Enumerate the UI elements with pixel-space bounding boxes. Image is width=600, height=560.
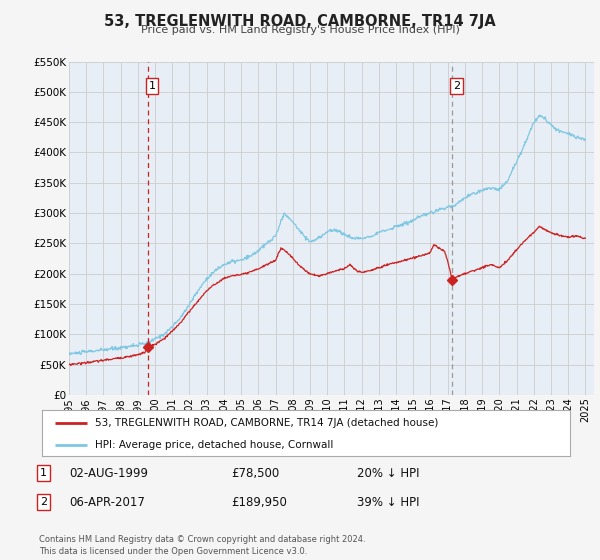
Text: 1: 1 bbox=[149, 81, 155, 91]
Text: 1: 1 bbox=[40, 468, 47, 478]
Text: Contains HM Land Registry data © Crown copyright and database right 2024.
This d: Contains HM Land Registry data © Crown c… bbox=[39, 535, 365, 556]
Text: 53, TREGLENWITH ROAD, CAMBORNE, TR14 7JA: 53, TREGLENWITH ROAD, CAMBORNE, TR14 7JA bbox=[104, 14, 496, 29]
Text: 20% ↓ HPI: 20% ↓ HPI bbox=[357, 466, 419, 480]
Text: £189,950: £189,950 bbox=[231, 496, 287, 509]
Text: 39% ↓ HPI: 39% ↓ HPI bbox=[357, 496, 419, 509]
Text: 06-APR-2017: 06-APR-2017 bbox=[69, 496, 145, 509]
Text: HPI: Average price, detached house, Cornwall: HPI: Average price, detached house, Corn… bbox=[95, 440, 333, 450]
Text: Price paid vs. HM Land Registry's House Price Index (HPI): Price paid vs. HM Land Registry's House … bbox=[140, 25, 460, 35]
Text: 2: 2 bbox=[453, 81, 460, 91]
Text: 02-AUG-1999: 02-AUG-1999 bbox=[69, 466, 148, 480]
Text: 53, TREGLENWITH ROAD, CAMBORNE, TR14 7JA (detached house): 53, TREGLENWITH ROAD, CAMBORNE, TR14 7JA… bbox=[95, 418, 438, 428]
Text: £78,500: £78,500 bbox=[231, 466, 279, 480]
Text: 2: 2 bbox=[40, 497, 47, 507]
